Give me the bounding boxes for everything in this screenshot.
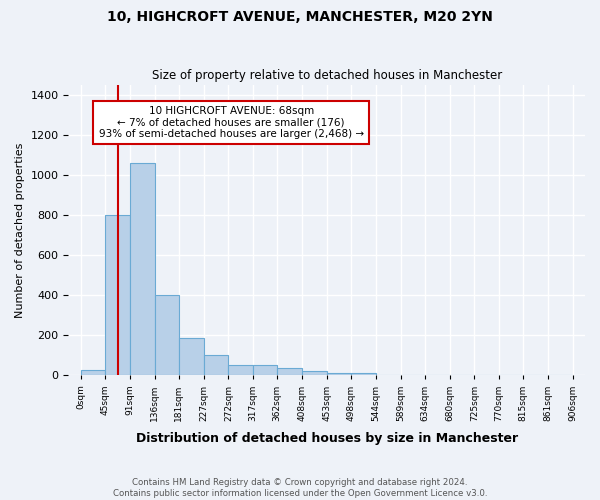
Text: 10, HIGHCROFT AVENUE, MANCHESTER, M20 2YN: 10, HIGHCROFT AVENUE, MANCHESTER, M20 2Y… — [107, 10, 493, 24]
Text: Contains HM Land Registry data © Crown copyright and database right 2024.
Contai: Contains HM Land Registry data © Crown c… — [113, 478, 487, 498]
Bar — [229, 366, 253, 376]
Y-axis label: Number of detached properties: Number of detached properties — [15, 142, 25, 318]
Bar — [351, 373, 376, 376]
Bar — [155, 295, 179, 376]
Bar — [327, 373, 351, 376]
Bar — [204, 356, 229, 376]
Bar — [179, 338, 204, 376]
Text: 10 HIGHCROFT AVENUE: 68sqm
← 7% of detached houses are smaller (176)
93% of semi: 10 HIGHCROFT AVENUE: 68sqm ← 7% of detac… — [98, 106, 364, 139]
Bar — [105, 215, 130, 376]
Bar — [277, 368, 302, 376]
Bar — [130, 163, 155, 376]
Bar — [80, 370, 105, 376]
Bar — [302, 372, 327, 376]
Title: Size of property relative to detached houses in Manchester: Size of property relative to detached ho… — [152, 69, 502, 82]
Bar — [253, 366, 277, 376]
X-axis label: Distribution of detached houses by size in Manchester: Distribution of detached houses by size … — [136, 432, 518, 445]
